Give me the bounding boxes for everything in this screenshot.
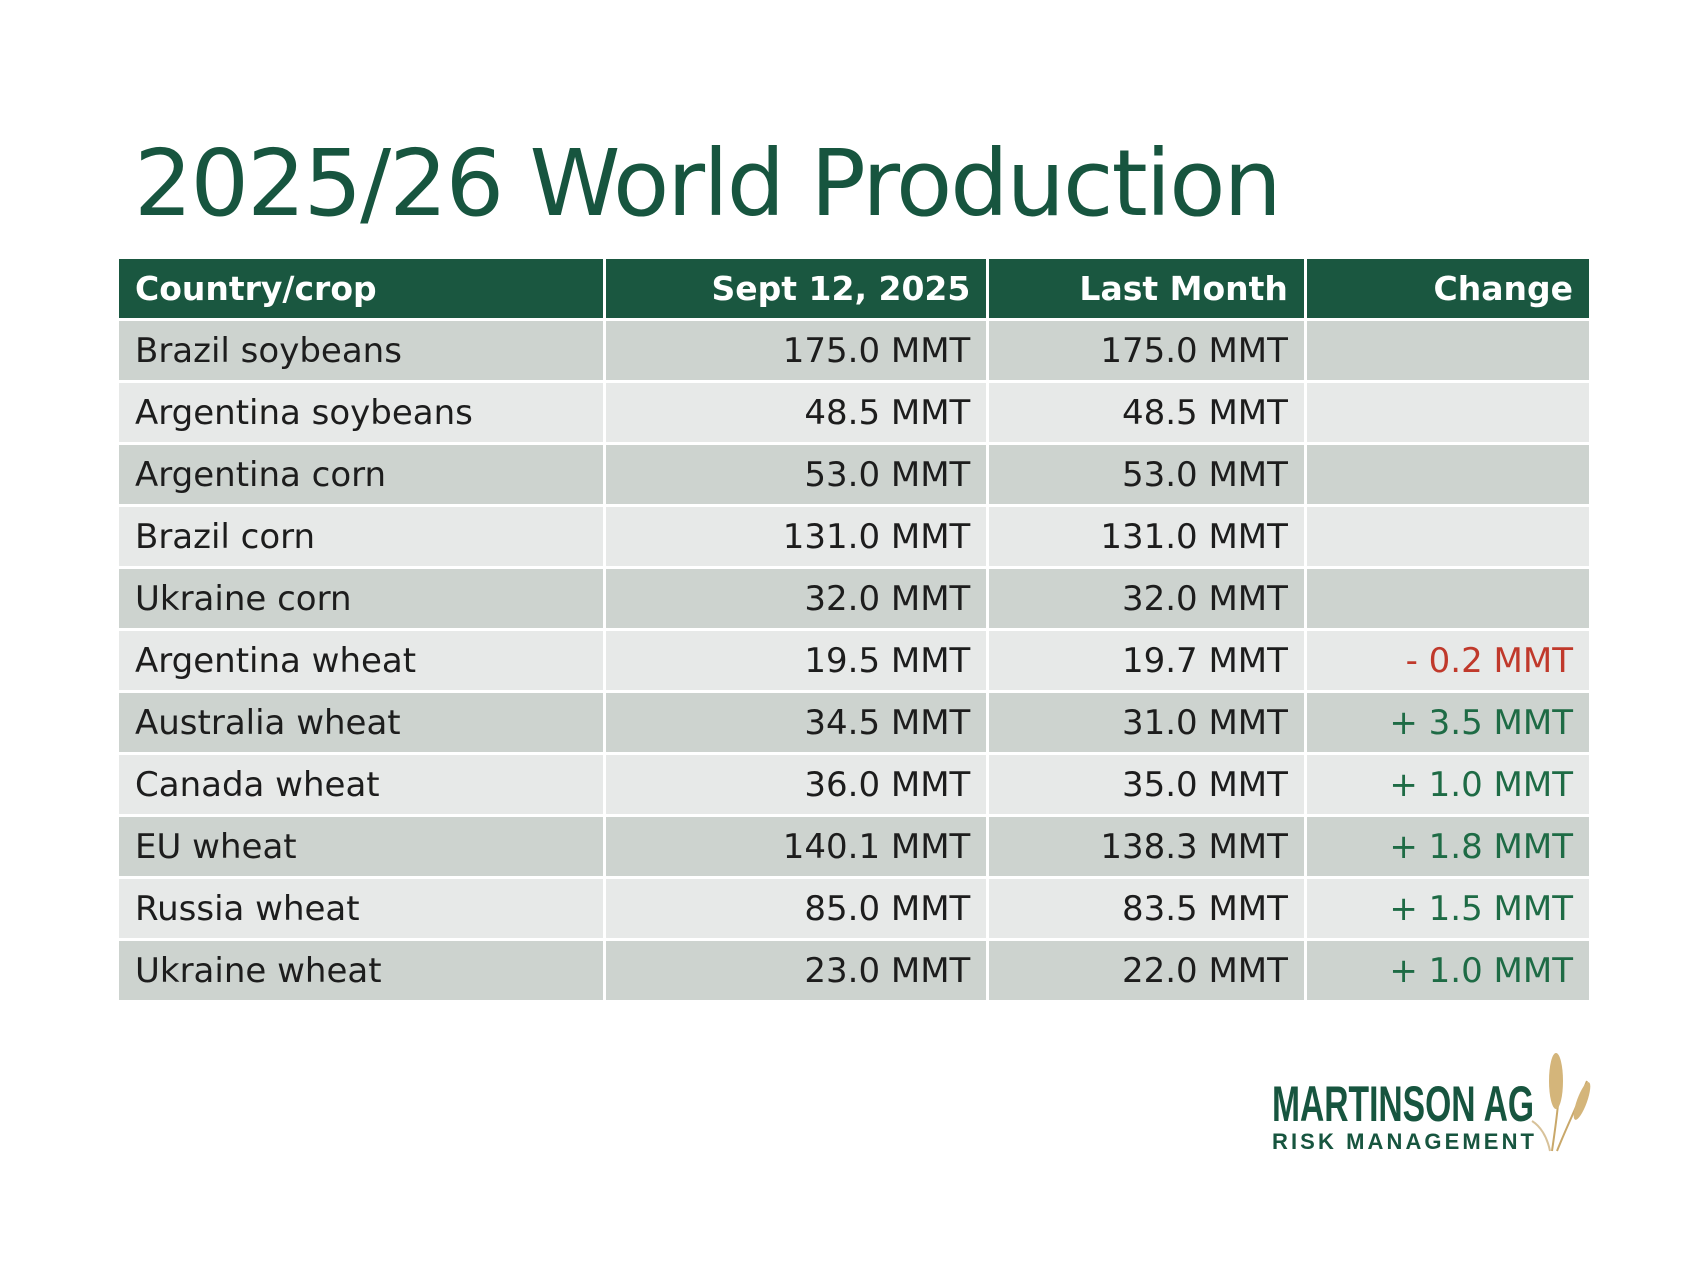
table-row: Ukraine wheat 23.0 MMT 22.0 MMT + 1.0 MMT xyxy=(119,941,1589,1000)
cell-crop: Canada wheat xyxy=(119,755,603,814)
cell-crop: Brazil corn xyxy=(119,507,603,566)
cell-change: + 1.8 MMT xyxy=(1306,817,1589,876)
table-row: Brazil soybeans 175.0 MMT 175.0 MMT xyxy=(119,321,1589,380)
cell-change: + 1.5 MMT xyxy=(1306,879,1589,938)
cell-last-month: 22.0 MMT xyxy=(989,941,1304,1000)
cell-current: 32.0 MMT xyxy=(605,569,987,628)
cell-last-month: 31.0 MMT xyxy=(989,693,1304,752)
cell-current: 19.5 MMT xyxy=(605,631,987,690)
cell-crop: Ukraine wheat xyxy=(119,941,603,1000)
logo-line2: RISK MANAGEMENT xyxy=(1272,1129,1535,1154)
cell-last-month: 83.5 MMT xyxy=(989,879,1304,938)
table-row: Ukraine corn 32.0 MMT 32.0 MMT xyxy=(119,569,1589,628)
cell-change: + 1.0 MMT xyxy=(1306,941,1589,1000)
table-row: Argentina corn 53.0 MMT 53.0 MMT xyxy=(119,445,1589,504)
cell-last-month: 35.0 MMT xyxy=(989,755,1304,814)
table-row: EU wheat 140.1 MMT 138.3 MMT + 1.8 MMT xyxy=(119,817,1589,876)
cell-change: + 1.0 MMT xyxy=(1306,755,1589,814)
cell-last-month: 138.3 MMT xyxy=(989,817,1304,876)
cell-current: 53.0 MMT xyxy=(605,445,987,504)
header-change: Change xyxy=(1306,259,1589,318)
cell-crop: Ukraine corn xyxy=(119,569,603,628)
table-header-row: Country/crop Sept 12, 2025 Last Month Ch… xyxy=(119,259,1589,318)
cell-crop: Argentina soybeans xyxy=(119,383,603,442)
cell-last-month: 48.5 MMT xyxy=(989,383,1304,442)
cell-change xyxy=(1306,507,1589,566)
cell-last-month: 19.7 MMT xyxy=(989,631,1304,690)
cell-change: - 0.2 MMT xyxy=(1306,631,1589,690)
cell-current: 175.0 MMT xyxy=(605,321,987,380)
table-row: Canada wheat 36.0 MMT 35.0 MMT + 1.0 MMT xyxy=(119,755,1589,814)
cell-current: 48.5 MMT xyxy=(605,383,987,442)
cell-last-month: 131.0 MMT xyxy=(989,507,1304,566)
cell-crop: Russia wheat xyxy=(119,879,603,938)
header-current: Sept 12, 2025 xyxy=(605,259,987,318)
cell-crop: Australia wheat xyxy=(119,693,603,752)
cell-current: 131.0 MMT xyxy=(605,507,987,566)
cell-last-month: 53.0 MMT xyxy=(989,445,1304,504)
cell-crop: Argentina wheat xyxy=(119,631,603,690)
cell-current: 34.5 MMT xyxy=(605,693,987,752)
cell-change: + 3.5 MMT xyxy=(1306,693,1589,752)
cell-change xyxy=(1306,569,1589,628)
table-row: Australia wheat 34.5 MMT 31.0 MMT + 3.5 MMT xyxy=(119,693,1589,752)
page-title: 2025/26 World Production xyxy=(134,130,1282,237)
table-row: Brazil corn 131.0 MMT 131.0 MMT xyxy=(119,507,1589,566)
cell-current: 36.0 MMT xyxy=(605,755,987,814)
table-row: Argentina wheat 19.5 MMT 19.7 MMT - 0.2 MMT xyxy=(119,631,1589,690)
cell-last-month: 32.0 MMT xyxy=(989,569,1304,628)
cell-current: 140.1 MMT xyxy=(605,817,987,876)
table-row: Argentina soybeans 48.5 MMT 48.5 MMT xyxy=(119,383,1589,442)
cell-change xyxy=(1306,445,1589,504)
cell-change xyxy=(1306,321,1589,380)
production-table: Country/crop Sept 12, 2025 Last Month Ch… xyxy=(116,256,1592,1003)
cell-current: 23.0 MMT xyxy=(605,941,987,1000)
table-row: Russia wheat 85.0 MMT 83.5 MMT + 1.5 MMT xyxy=(119,879,1589,938)
wheat-icon xyxy=(1531,1053,1591,1152)
cell-change xyxy=(1306,383,1589,442)
cell-current: 85.0 MMT xyxy=(605,879,987,938)
header-last-month: Last Month xyxy=(989,259,1304,318)
header-country-crop: Country/crop xyxy=(119,259,603,318)
logo-line1: MARTINSON AG xyxy=(1272,1076,1534,1132)
martinson-ag-logo: MARTINSON AG RISK MANAGEMENT xyxy=(1272,1053,1591,1154)
cell-last-month: 175.0 MMT xyxy=(989,321,1304,380)
cell-crop: EU wheat xyxy=(119,817,603,876)
cell-crop: Argentina corn xyxy=(119,445,603,504)
cell-crop: Brazil soybeans xyxy=(119,321,603,380)
